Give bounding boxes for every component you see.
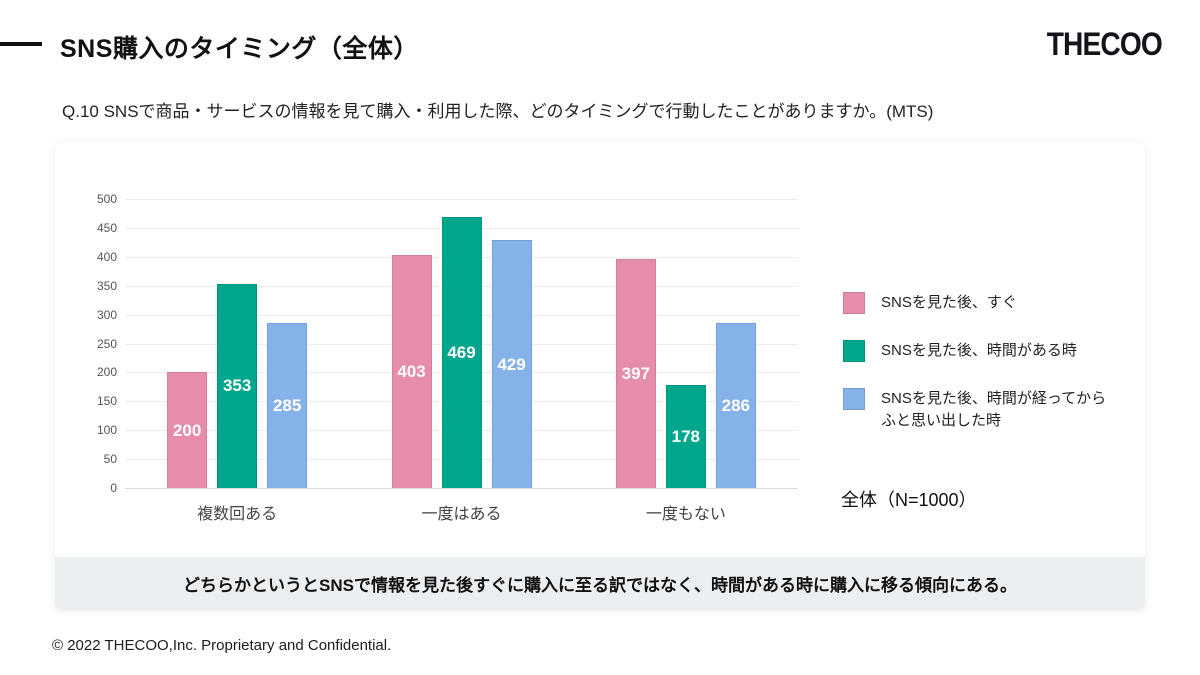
y-tick-label: 450 [96, 220, 117, 235]
bar-value-label: 469 [447, 342, 476, 362]
legend-swatch [843, 292, 865, 314]
legend-label: SNSを見た後、すぐ [881, 294, 1017, 311]
sample-size-note: 全体（N=1000） [841, 490, 977, 510]
insight-text: どちらかというとSNSで情報を見た後すぐに購入に至る訳ではなく、時間がある時に購… [183, 576, 1017, 595]
y-tick-label: 200 [96, 365, 117, 380]
legend-item: SNSを見た後、時間がある時 [843, 340, 1116, 362]
bar-value-label: 429 [497, 354, 526, 374]
y-tick-label: 100 [96, 423, 117, 438]
bar-2-series-1: 403 [391, 255, 432, 488]
bar-1-series-3: 285 [267, 323, 308, 488]
copyright-footer: © 2022 THECOO,Inc. Proprietary and Confi… [52, 637, 392, 654]
y-tick-label: 400 [96, 249, 117, 264]
y-tick-label: 150 [96, 394, 117, 409]
gridline [125, 199, 798, 200]
bar-2-series-2: 469 [441, 216, 482, 488]
y-tick-label: 300 [96, 307, 117, 322]
legend-label: SNSを見た後、時間が経ってからふと思い出した時 [881, 390, 1107, 429]
bar-value-label: 285 [272, 396, 302, 416]
y-tick-label: 250 [96, 336, 117, 351]
bar-3-series-2: 178 [665, 385, 706, 488]
bar-3-series-1: 397 [615, 258, 656, 488]
x-axis-line [125, 488, 798, 489]
thecoo-logo: THECOO [1046, 26, 1163, 62]
bar-value-label: 403 [397, 362, 426, 382]
legend-item: SNSを見た後、すぐ [843, 292, 1116, 314]
bar-1-series-1: 200 [167, 372, 208, 488]
y-tick-label: 50 [103, 452, 117, 467]
bar-1-series-2: 353 [217, 283, 258, 488]
chart-card: 0 50 100 150 200 250 300 350 400 450 500 200 353 285 複… [55, 142, 1145, 610]
question-text: Q.10 SNSで商品・サービスの情報を見て購入・利用した際、どのタイミングで行… [62, 102, 934, 121]
category-label: 一度はある [421, 506, 502, 523]
bar-value-label: 286 [721, 395, 751, 415]
bar-3-series-3: 286 [715, 322, 756, 488]
y-tick-label: 350 [96, 278, 117, 293]
bar-value-label: 397 [621, 363, 651, 383]
legend-item: SNSを見た後、時間が経ってからふと思い出した時 [843, 388, 1116, 432]
bar-value-label: 178 [671, 427, 701, 447]
category-label: 一度もない [645, 506, 726, 523]
legend-label: SNSを見た後、時間がある時 [881, 342, 1077, 359]
y-tick-label: 500 [96, 192, 117, 206]
insight-band: どちらかというとSNSで情報を見た後すぐに購入に至る訳ではなく、時間がある時に購… [55, 557, 1145, 610]
bar-value-label: 200 [172, 420, 202, 440]
chart-legend: SNSを見た後、すぐ SNSを見た後、時間がある時 SNSを見た後、時間が経ってから… [843, 292, 1116, 458]
category-label: 複数回ある [197, 506, 278, 523]
page-title: SNS購入のタイミング（全体） [60, 35, 419, 63]
bar-value-label: 353 [222, 376, 252, 396]
title-accent-line [0, 42, 42, 46]
y-tick-label: 0 [110, 481, 117, 495]
legend-swatch [843, 340, 865, 362]
bar-2-series-3: 429 [491, 240, 532, 488]
legend-swatch [843, 388, 865, 410]
